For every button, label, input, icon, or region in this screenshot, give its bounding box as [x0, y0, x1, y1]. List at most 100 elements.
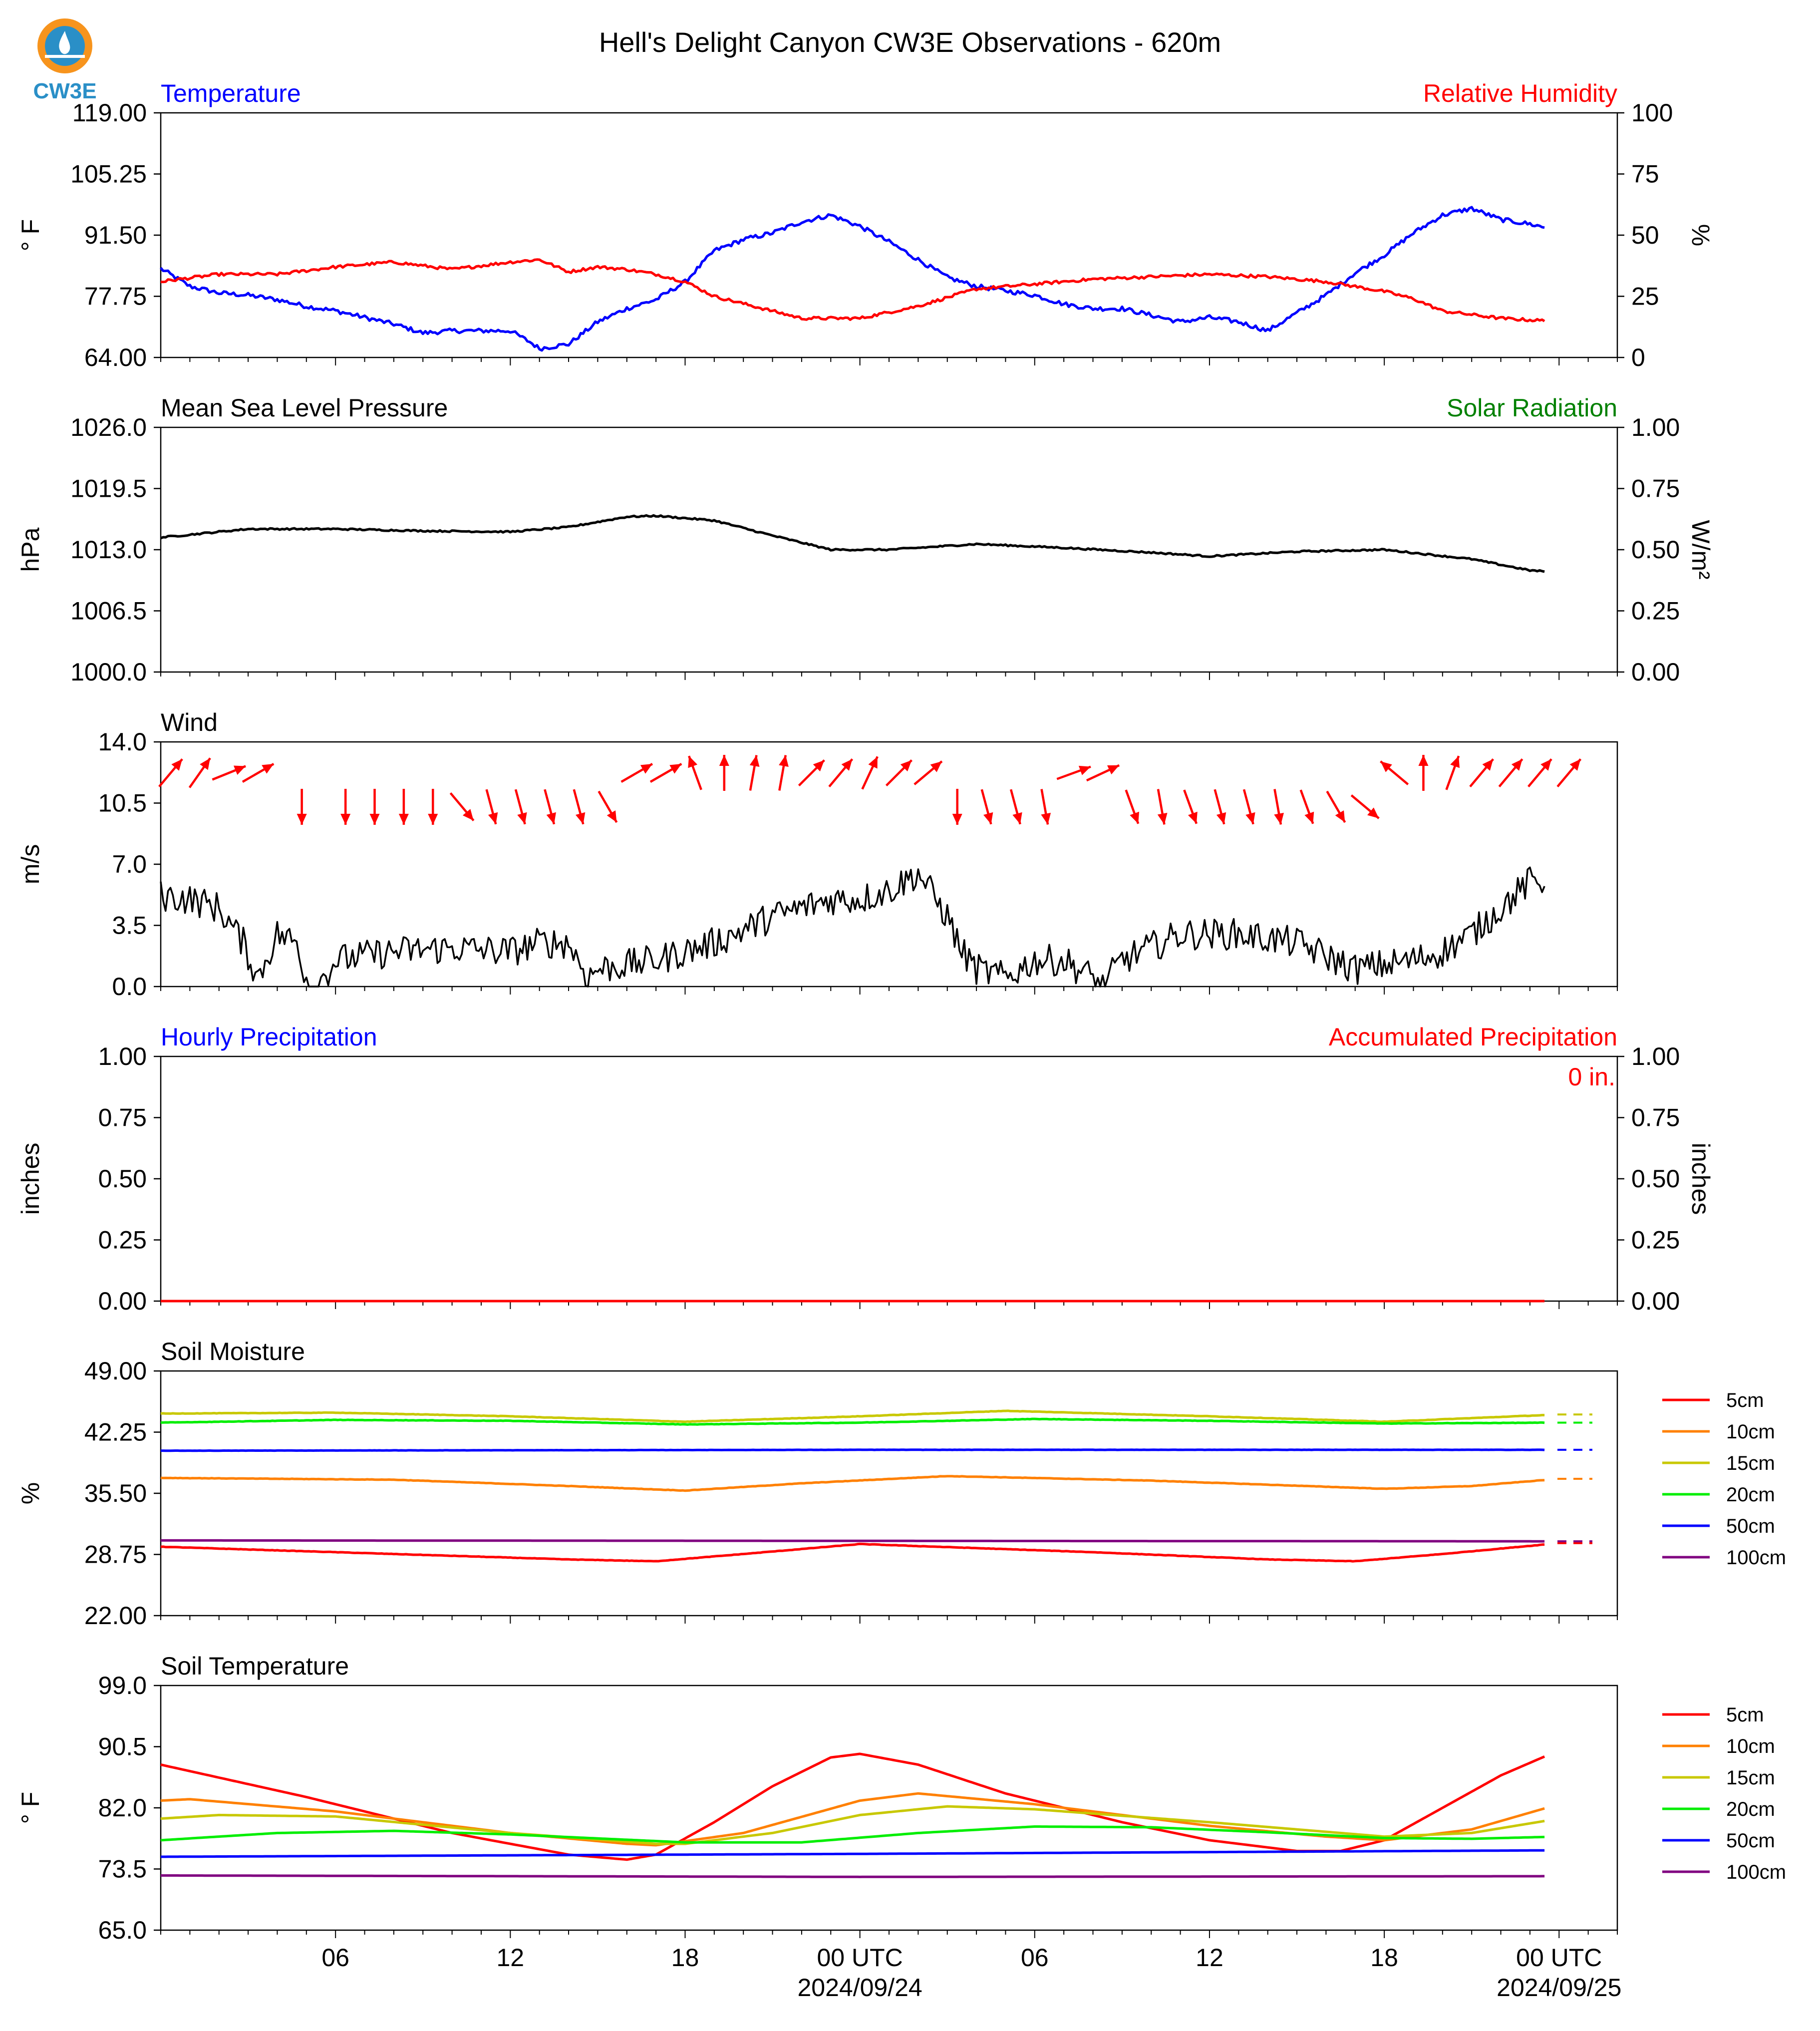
y-tick-label-right: 1.00	[1631, 1042, 1680, 1070]
series-100cm	[161, 1539, 1545, 1543]
y-tick-label-right: 0.00	[1631, 1287, 1680, 1315]
panel-soil_moisture: Soil Moisture 22.00 28.75 35.50 42.25 49.00% 5…	[16, 1338, 1786, 1630]
y-tick-label-right: 0	[1631, 343, 1645, 371]
legend-label: 5cm	[1726, 1389, 1764, 1411]
wind-arrow	[1183, 789, 1198, 824]
wind-arrow	[1213, 789, 1226, 825]
x-tick-label: 18	[671, 1944, 699, 1972]
wind-arrow	[449, 792, 475, 822]
wind-arrow-head	[1012, 812, 1022, 824]
series-wind-speed	[160, 866, 1545, 988]
panel-title-right: Solar Radiation	[1447, 394, 1617, 422]
wind-arrow-head	[1511, 759, 1522, 771]
wind-arrow	[297, 789, 307, 825]
x-tick-label: 12	[1196, 1944, 1223, 1972]
legend-label: 50cm	[1726, 1515, 1775, 1537]
y-tick-label: 7.0	[112, 850, 147, 878]
wind-arrow	[1299, 789, 1314, 824]
y-axis-label: hPa	[16, 527, 44, 572]
wind-arrow-head	[779, 755, 789, 767]
wind-arrow	[1350, 794, 1380, 819]
panel-title-right: Relative Humidity	[1423, 79, 1617, 107]
wind-arrow-head	[488, 812, 498, 824]
y-tick-label: 119.00	[72, 99, 147, 127]
y-axis-label: %	[16, 1482, 44, 1504]
y-tick-label: 0.00	[98, 1287, 147, 1315]
wind-arrow	[1056, 765, 1091, 780]
wind-arrow-head	[1418, 755, 1429, 766]
y-tick-label: 1019.5	[70, 475, 147, 503]
wind-arrow	[913, 760, 943, 785]
wind-arrow-head	[1482, 759, 1494, 771]
wind-arrow	[980, 789, 993, 825]
wind-arrow-head	[749, 755, 760, 767]
legend-label: 5cm	[1726, 1704, 1764, 1726]
series-20cm	[160, 1825, 1545, 1844]
panel-title-left: Mean Sea Level Pressure	[161, 394, 448, 422]
legend-label: 20cm	[1726, 1484, 1775, 1506]
y-tick-label: 73.5	[98, 1855, 147, 1883]
series-relative-humidity	[160, 258, 1545, 323]
legend-label: 20cm	[1726, 1798, 1775, 1820]
logo-text: CW3E	[33, 79, 96, 103]
wind-arrow-head	[1157, 813, 1168, 825]
legend: 5cm 10cm 15cm 20cm 50cm 100cm	[1662, 1389, 1786, 1569]
y-tick-label: 0.0	[112, 973, 147, 1001]
y-tick-label-right: 100	[1631, 99, 1673, 127]
wind-arrow	[952, 789, 962, 825]
wind-arrow	[544, 789, 556, 825]
x-tick-label: 18	[1370, 1944, 1398, 1972]
wind-arrow-head	[1569, 759, 1581, 771]
wind-arrow-head	[1041, 813, 1051, 825]
y-tick-label: 105.25	[70, 160, 147, 188]
wind-arrow	[398, 789, 409, 825]
y-tick-label-right: 25	[1631, 283, 1659, 311]
y-tick-label: 1006.5	[70, 597, 147, 625]
wind-arrow	[212, 765, 246, 781]
wind-arrow	[1498, 758, 1523, 788]
wind-arrow	[1242, 789, 1255, 825]
wind-arrow	[649, 763, 682, 783]
wind-arrow	[598, 790, 618, 823]
y-axis-label: ° F	[16, 1792, 44, 1824]
y-tick-label-right: 0.50	[1631, 536, 1680, 564]
x-tick-label: 06	[321, 1944, 349, 1972]
y-tick-label: 22.00	[84, 1602, 147, 1630]
figure-title: Hell's Delight Canyon CW3E Observations …	[599, 26, 1221, 58]
wind-arrow	[369, 789, 380, 825]
wind-arrow-head	[930, 761, 942, 772]
wind-arrow-head	[1245, 812, 1255, 824]
series-100cm	[161, 1874, 1545, 1878]
y-tick-label: 99.0	[98, 1672, 147, 1699]
wind-arrow-head	[1304, 811, 1314, 824]
y-tick-label: 42.25	[84, 1418, 147, 1446]
y-tick-label-right: 75	[1631, 160, 1659, 188]
panel-title-left: Soil Moisture	[161, 1338, 305, 1365]
y-tick-label: 82.0	[98, 1794, 147, 1822]
wind-arrow-head	[398, 814, 409, 825]
wind-arrow-head	[1130, 811, 1140, 824]
wind-arrow-head	[719, 755, 729, 766]
wind-arrow	[1469, 758, 1495, 788]
wind-arrow	[1445, 755, 1460, 790]
wind-arrow	[778, 755, 789, 791]
y-tick-label: 1013.0	[70, 536, 147, 564]
x-tick-label: 00 UTC	[817, 1944, 903, 1972]
wind-arrow	[719, 755, 729, 791]
legend: 5cm 10cm 15cm 20cm 50cm 100cm	[1662, 1704, 1786, 1883]
wind-arrow	[242, 763, 275, 783]
panel-title-left: Wind	[161, 708, 218, 736]
y-tick-label: 49.00	[84, 1357, 147, 1385]
wind-arrow-head	[1450, 756, 1460, 768]
wind-arrow	[1418, 755, 1429, 791]
wind-arrow	[861, 756, 879, 790]
wind-arrow	[828, 758, 854, 788]
y-tick-label-right: 0.25	[1631, 597, 1680, 625]
wind-arrow	[1326, 790, 1346, 823]
wind-arrow	[1009, 789, 1022, 825]
series-50cm	[161, 1448, 1545, 1452]
y-tick-label: 0.75	[98, 1104, 147, 1132]
